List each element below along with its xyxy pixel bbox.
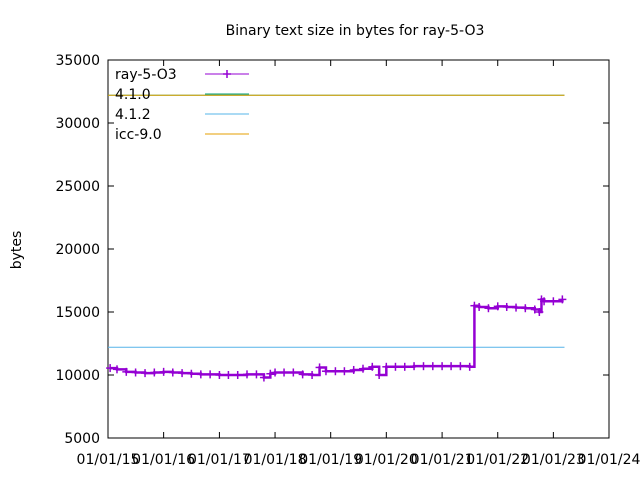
legend-label: ray-5-O3 [115, 67, 177, 83]
data-point [502, 302, 511, 311]
data-point [447, 362, 456, 371]
x-tick-label: 01/01/18 [244, 452, 307, 468]
data-point [233, 371, 242, 379]
data-point [168, 368, 177, 377]
data-point [521, 304, 530, 313]
data-point [340, 367, 349, 376]
data-point [112, 365, 121, 374]
legend-label: icc-9.0 [115, 127, 162, 143]
data-point [549, 297, 558, 306]
data-point [266, 369, 275, 378]
x-tick-label: 01/01/24 [578, 452, 640, 468]
legend: ray-5-O3 4.1.0 4.1.2 icc-9.0 [115, 67, 249, 143]
data-point [470, 301, 479, 310]
data-point [331, 367, 340, 376]
data-point [410, 362, 419, 371]
x-tick-label: 01/01/15 [77, 452, 140, 468]
data-point [243, 370, 252, 379]
data-point [150, 368, 159, 377]
data-point [106, 364, 115, 373]
y-axis: 5000 10000 15000 20000 25000 30000 35000 [55, 53, 609, 447]
chart-title: Binary text size in bytes for ray-5-O3 [226, 23, 485, 39]
y-tick-label: 30000 [55, 116, 100, 132]
y-tick-label: 25000 [55, 179, 100, 195]
data-point [280, 368, 289, 377]
data-point [159, 367, 168, 376]
data-point [475, 302, 484, 311]
data-point [465, 362, 474, 371]
data-point [456, 362, 465, 371]
x-tick-label: 01/01/17 [188, 452, 251, 468]
data-point [131, 368, 140, 377]
data-point [289, 368, 298, 377]
data-point [271, 368, 280, 377]
y-tick-label: 35000 [55, 53, 100, 69]
data-point [530, 305, 539, 314]
data-point [535, 308, 544, 316]
data-point [122, 367, 131, 376]
data-point [375, 371, 384, 379]
y-tick-label: 10000 [55, 368, 100, 384]
data-point [419, 362, 428, 371]
data-point [540, 297, 549, 306]
legend-label: 4.1.2 [115, 107, 151, 123]
y-axis-label: bytes [9, 231, 25, 270]
data-point [438, 362, 447, 371]
data-point [259, 373, 268, 382]
data-point [484, 304, 493, 313]
y-tick-label: 5000 [64, 431, 100, 447]
data-point [196, 370, 205, 379]
data-point [178, 369, 187, 378]
data-point [428, 362, 437, 371]
data-point [224, 371, 233, 379]
x-tick-label: 01/01/20 [355, 452, 418, 468]
data-point [315, 363, 324, 372]
data-point [400, 362, 409, 371]
data-point [187, 369, 196, 378]
series-layer [106, 94, 567, 382]
data-point [349, 365, 358, 374]
data-point [252, 370, 261, 379]
data-point [512, 303, 521, 312]
data-point [321, 367, 330, 376]
x-tick-label: 01/01/23 [522, 452, 585, 468]
y-tick-label: 15000 [55, 305, 100, 321]
data-point [298, 370, 307, 379]
plot-area-frame [107, 59, 610, 439]
x-axis: 01/01/1501/01/1601/01/1701/01/1801/01/19… [77, 60, 640, 468]
legend-label: 4.1.0 [115, 87, 151, 103]
data-point [206, 370, 215, 379]
data-point [141, 369, 150, 378]
x-tick-label: 01/01/22 [466, 452, 529, 468]
data-point [308, 371, 317, 379]
data-point [215, 371, 224, 379]
data-point [358, 364, 367, 373]
x-tick-label: 01/01/16 [132, 452, 195, 468]
x-tick-label: 01/01/21 [411, 452, 474, 468]
x-tick-label: 01/01/19 [299, 452, 362, 468]
y-tick-label: 20000 [55, 242, 100, 258]
series-line [110, 298, 564, 379]
data-point [391, 362, 400, 371]
data-point [558, 295, 567, 304]
data-point [382, 362, 391, 371]
data-point [368, 362, 377, 371]
data-point [493, 302, 502, 311]
